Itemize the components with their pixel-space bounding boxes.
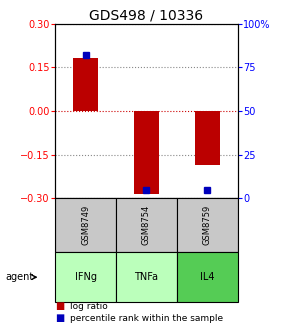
Title: GDS498 / 10336: GDS498 / 10336 bbox=[89, 8, 204, 23]
Bar bbox=[195, 111, 220, 165]
Text: IL4: IL4 bbox=[200, 272, 215, 282]
Bar bbox=[177, 198, 238, 252]
Bar bbox=[73, 58, 98, 111]
Text: IFNg: IFNg bbox=[75, 272, 97, 282]
Bar bbox=[116, 252, 177, 302]
Text: agent: agent bbox=[5, 272, 33, 282]
Text: log ratio: log ratio bbox=[70, 302, 107, 311]
Bar bbox=[55, 252, 116, 302]
Text: ■: ■ bbox=[55, 301, 64, 311]
Bar bbox=[116, 198, 177, 252]
Bar bbox=[55, 198, 116, 252]
Text: percentile rank within the sample: percentile rank within the sample bbox=[70, 313, 223, 323]
Text: GSM8749: GSM8749 bbox=[81, 205, 90, 245]
Bar bbox=[134, 111, 159, 194]
Text: TNFa: TNFa bbox=[135, 272, 158, 282]
Text: GSM8754: GSM8754 bbox=[142, 205, 151, 245]
Text: GSM8759: GSM8759 bbox=[203, 205, 212, 245]
Text: ■: ■ bbox=[55, 312, 64, 323]
Bar bbox=[177, 252, 238, 302]
